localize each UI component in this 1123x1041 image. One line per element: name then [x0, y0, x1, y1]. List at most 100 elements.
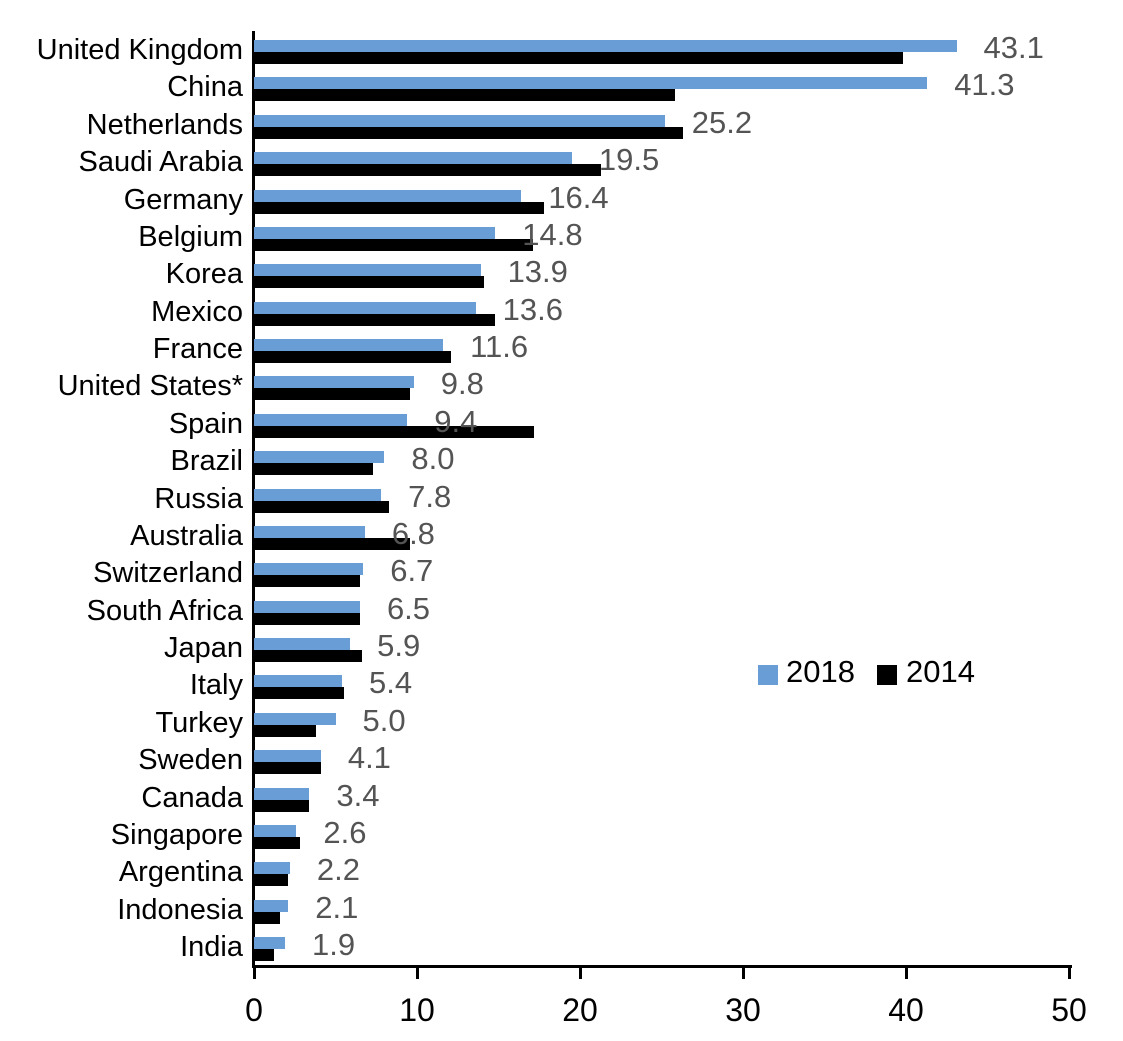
bar-2014-germany: [254, 201, 545, 214]
bar-2018-italy: [254, 675, 343, 688]
bar-2018-mexico: [254, 301, 476, 314]
x-tick-mark-10: [415, 965, 419, 979]
bar-2018-canada: [254, 787, 310, 800]
bar-2014-belgium: [254, 238, 533, 251]
legend-swatch-2018: [758, 665, 778, 685]
bar-2014-netherlands: [254, 126, 683, 139]
bar-2014-switzerland: [254, 575, 360, 588]
value-label-japan: 5.9: [377, 628, 421, 663]
value-label-south-africa: 6.5: [386, 590, 431, 626]
value-label-germany: 16.4: [548, 179, 609, 215]
category-label-switzerland: Switzerland: [93, 557, 243, 590]
bar-2014-italy: [254, 687, 344, 700]
category-label-russia: Russia: [154, 482, 243, 515]
category-label-france: France: [152, 333, 243, 365]
value-label-turkey: 5.0: [362, 702, 406, 738]
bar-2014-sweden: [254, 762, 321, 775]
category-label-china: China: [167, 71, 243, 104]
bar-2014-brazil: [254, 463, 373, 476]
value-label-russia: 7.8: [408, 478, 452, 514]
category-label-south-africa: South Africa: [86, 594, 243, 627]
legend-label-2018: 2018: [786, 654, 855, 689]
value-label-korea: 13.9: [507, 254, 568, 290]
category-label-united-states: United States*: [57, 370, 243, 403]
category-label-saudi-arabia: Saudi Arabia: [78, 146, 243, 179]
legend-label-2014: 2014: [906, 654, 975, 689]
bar-2014-indonesia: [254, 911, 281, 924]
bar-2018-turkey: [254, 712, 336, 725]
value-label-switzerland: 6.7: [390, 553, 434, 589]
bar-2018-argentina: [254, 862, 290, 875]
value-label-brazil: 8.0: [411, 441, 455, 477]
category-label-united-kingdom: United Kingdom: [36, 34, 243, 66]
value-label-indonesia: 2.1: [315, 889, 359, 925]
value-label-belgium: 14.8: [522, 216, 583, 252]
bar-2018-germany: [254, 189, 522, 202]
category-label-turkey: Turkey: [155, 706, 243, 739]
value-label-canada: 3.4: [336, 777, 380, 813]
x-tick-label-40: 40: [888, 992, 924, 1028]
x-axis-line: [252, 965, 1072, 968]
category-label-indonesia: Indonesia: [117, 893, 243, 926]
x-tick-mark-0: [252, 965, 256, 979]
bar-2018-singapore: [254, 824, 297, 837]
legend-swatch-2014: [877, 665, 897, 685]
bar-2014-korea: [254, 276, 484, 289]
bar-2018-china: [254, 77, 928, 90]
category-label-korea: Korea: [165, 258, 243, 291]
bar-2014-turkey: [254, 724, 316, 737]
value-label-mexico: 13.6: [502, 291, 564, 327]
x-tick-label-50: 50: [1051, 992, 1087, 1028]
category-label-canada: Canada: [141, 781, 243, 814]
category-label-india: India: [180, 931, 243, 963]
x-tick-mark-50: [1067, 965, 1071, 979]
bar-2018-netherlands: [254, 114, 665, 127]
category-label-netherlands: Netherlands: [86, 108, 243, 141]
bar-2014-united-states: [254, 388, 411, 401]
bar-2014-australia: [254, 537, 411, 550]
bar-2018-spain: [254, 413, 408, 426]
value-label-singapore: 2.6: [323, 814, 367, 850]
bar-2018-korea: [254, 264, 481, 277]
y-axis-line: [252, 31, 255, 968]
bar-2018-brazil: [254, 451, 385, 464]
x-tick-label-20: 20: [562, 992, 598, 1028]
bar-2018-japan: [254, 638, 351, 650]
value-label-spain: 9.4: [434, 403, 478, 439]
value-label-netherlands: 25.2: [691, 104, 753, 140]
category-label-australia: Australia: [130, 519, 243, 552]
bar-2014-china: [254, 89, 675, 102]
category-label-spain: Spain: [168, 407, 243, 440]
bar-2014-saudi-arabia: [254, 164, 602, 177]
value-label-italy: 5.4: [369, 665, 413, 701]
bar-2018-india: [254, 937, 285, 949]
value-label-argentina: 2.2: [316, 852, 360, 888]
category-label-singapore: Singapore: [110, 818, 243, 851]
value-label-saudi-arabia: 19.5: [598, 142, 660, 178]
category-label-brazil: Brazil: [170, 445, 243, 478]
bar-2014-argentina: [254, 874, 289, 887]
value-label-india: 1.9: [311, 927, 356, 962]
bar-2018-united-states: [254, 376, 414, 389]
bar-2018-sweden: [254, 750, 321, 763]
category-label-germany: Germany: [123, 183, 243, 216]
bar-2018-united-kingdom: [254, 40, 957, 52]
bar-2014-singapore: [254, 836, 300, 849]
bar-2014-france: [254, 351, 452, 363]
category-label-japan: Japan: [163, 632, 243, 664]
bar-2018-belgium: [254, 226, 496, 239]
value-label-china: 41.3: [954, 67, 1015, 103]
value-label-france: 11.6: [470, 329, 529, 364]
bar-2014-india: [254, 949, 274, 961]
bar-2014-spain: [254, 425, 535, 438]
x-tick-label-10: 10: [399, 992, 435, 1028]
bar-2014-south-africa: [254, 612, 360, 625]
bar-2014-canada: [254, 799, 310, 812]
bar-2018-switzerland: [254, 563, 364, 576]
value-label-sweden: 4.1: [347, 740, 391, 776]
value-label-australia: 6.8: [391, 515, 435, 551]
x-tick-mark-40: [904, 965, 908, 979]
bar-2018-france: [254, 339, 444, 351]
x-tick-label-0: 0: [245, 992, 263, 1028]
